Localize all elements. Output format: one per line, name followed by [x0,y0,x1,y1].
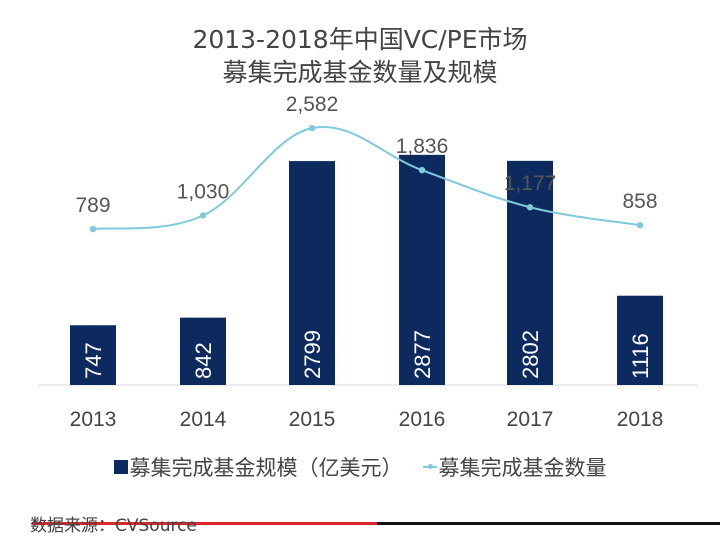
line-point-2017 [526,204,534,211]
x-tick-label-2016: 2016 [399,408,446,431]
line-point-2015 [308,124,316,132]
line-point-2016 [418,166,426,174]
bar-2015 [289,161,335,385]
bar-value-label-2013: 747 [81,342,106,379]
bar-2018 [617,295,663,385]
line-point-2018 [636,221,644,229]
line-value-label-2018: 858 [622,190,657,213]
chart-title-line-2: 募集完成基金数量及规模 [222,58,498,87]
data-source: 数据来源：CVSource [30,516,197,536]
bar-2016 [399,154,445,385]
legend-bar-swatch [113,460,128,474]
bar-value-label-2017: 2802 [518,330,543,379]
line-series-count [92,125,641,231]
line-value-label-2013: 789 [75,194,110,217]
legend: 募集完成基金规模（亿美元） 募集完成基金数量 [0,452,720,482]
line-value-label-2016: 1,836 [396,135,449,158]
x-tick-label-2018: 2018 [617,408,664,431]
x-tick-label-2017: 2017 [507,408,554,431]
line-point-2013 [89,225,97,233]
x-tick-label-2014: 2014 [180,408,227,431]
line-value-label-2015: 2,582 [286,93,339,116]
x-tick-label-2015: 2015 [289,408,336,431]
footer-rule-red [32,522,377,525]
bar-2014 [180,317,226,385]
footer-rule-black [377,522,720,525]
bar-value-label-2014: 842 [191,342,216,379]
bar-value-label-2015: 2799 [300,330,325,379]
line-point-2014 [199,212,207,219]
bar-2017 [507,160,553,385]
bar-2013 [70,325,116,385]
line-value-label-2014: 1,030 [177,181,230,204]
legend-line-swatch [422,460,437,474]
x-tick-label-2013: 2013 [70,408,117,431]
legend-bar-label: 募集完成基金规模（亿美元） [129,456,403,480]
line-value-label-2017: 1,177 [504,172,557,195]
legend-line-label: 募集完成基金数量 [438,456,607,480]
bar-value-label-2018: 1116 [628,333,653,379]
bar-value-label-2016: 2877 [410,330,435,379]
chart-title-line-1: 2013-2018年中国VC/PE市场 [192,25,528,54]
